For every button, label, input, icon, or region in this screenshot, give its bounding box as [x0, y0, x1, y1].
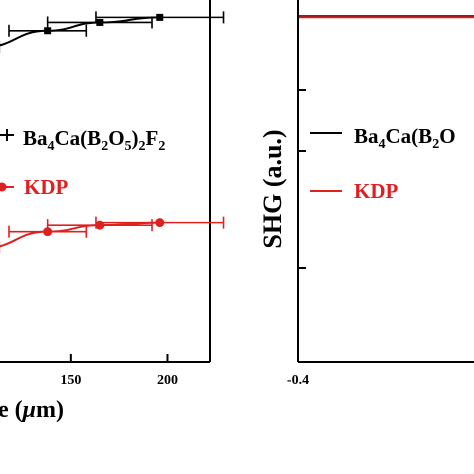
left-panel: 150 200 Ba4Ca(B2O5)2F2 KDP e (μm): [0, 0, 225, 423]
marker-ba-2: [96, 18, 104, 26]
marker-ba-1: [44, 27, 52, 35]
legend-kdp-label-left: KDP: [24, 175, 69, 199]
legend-ba-label-left: Ba4Ca(B2O5)2F2: [23, 126, 165, 154]
right-series-layer: [299, 15, 474, 19]
left-series-layer: [0, 11, 225, 254]
right-y-axis-title: SHG (a.u.): [258, 129, 287, 248]
legend-ba-label-right: Ba4Ca(B2O: [354, 124, 456, 152]
legend-kdp-label-right: KDP: [354, 179, 399, 203]
left-x-tick-label-200: 200: [157, 373, 178, 388]
right-x-tick-label-minus-0-4: -0.4: [287, 373, 309, 388]
left-x-tick-label-150: 150: [60, 373, 81, 388]
legend-kdp-marker-left: [0, 182, 7, 192]
marker-kdp-3: [155, 218, 165, 228]
series-line-kdp: [0, 221, 160, 248]
right-panel: -0.4 SHG (a.u.) Ba4Ca(B2O KDP: [258, 0, 474, 388]
left-x-axis-title: e (μm): [0, 397, 64, 423]
marker-ba-3: [156, 13, 164, 21]
left-x-ticks: 150 200: [60, 354, 178, 388]
marker-kdp-1: [43, 227, 53, 237]
series-line-ba: [0, 16, 160, 47]
